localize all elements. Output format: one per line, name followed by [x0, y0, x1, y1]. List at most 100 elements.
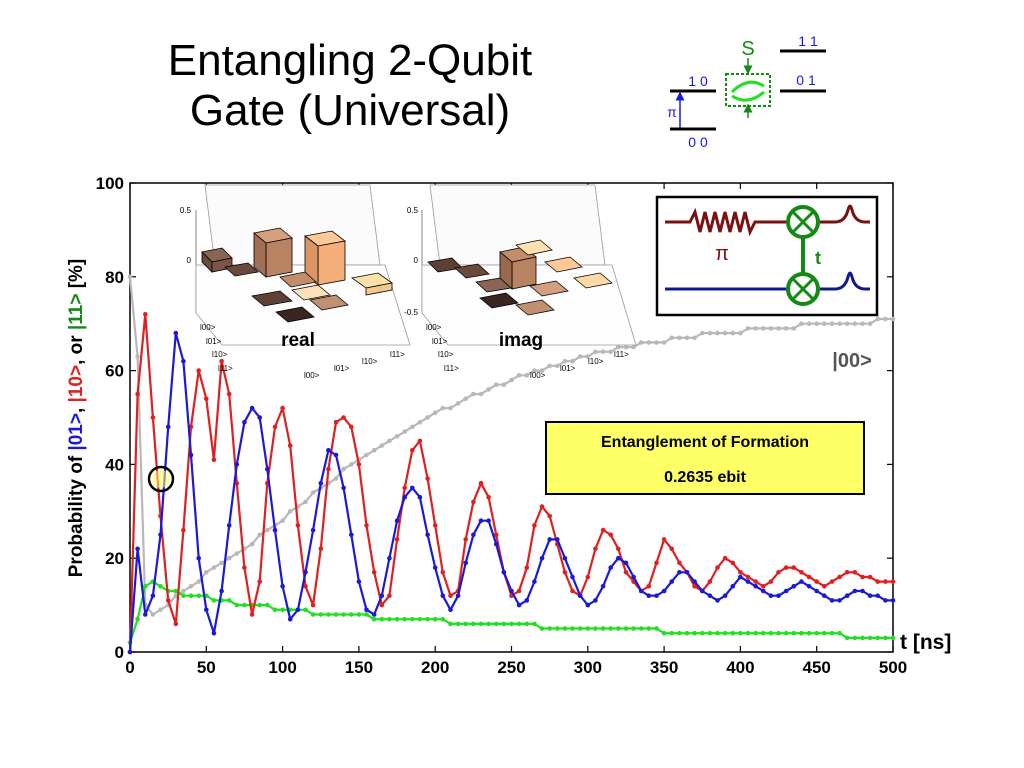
level-01-label: 0 1: [796, 72, 816, 88]
data-point-p01: [677, 570, 682, 575]
data-point-p00: [265, 527, 270, 533]
data-point-p11: [196, 593, 201, 598]
bar: [253, 232, 267, 278]
data-point-p11: [181, 593, 186, 598]
data-point-p10: [135, 391, 140, 397]
data-point-p01: [852, 588, 858, 594]
data-point-p10: [814, 579, 819, 584]
y-axis-label-part: |11>: [66, 294, 87, 331]
data-point-p11: [715, 630, 720, 636]
x-tick-label: 200: [421, 658, 449, 677]
data-point-p11: [822, 630, 827, 636]
data-point-p01: [272, 527, 278, 533]
data-point-p11: [638, 626, 644, 631]
data-point-p10: [867, 574, 873, 580]
data-point-p00: [371, 448, 377, 453]
data-point-p01: [402, 494, 408, 500]
y-tick-label: 80: [105, 268, 124, 287]
data-point-p10: [532, 523, 537, 528]
data-point-p00: [623, 344, 629, 350]
bar: [515, 299, 555, 316]
data-point-p01: [165, 424, 171, 430]
data-point-p00: [684, 335, 690, 341]
data-point-p11: [265, 602, 270, 608]
data-point-p10: [310, 602, 316, 608]
inset-real-col-label: l01>: [334, 364, 350, 373]
data-point-p01: [173, 330, 179, 336]
data-point-p10: [646, 584, 652, 589]
data-point-p10: [547, 513, 552, 519]
inset-imag-ztick-1: 0.5: [407, 206, 419, 215]
x-tick-label: 250: [497, 658, 525, 677]
data-point-p01: [761, 588, 766, 594]
data-point-p11: [326, 612, 331, 617]
data-point-p10: [783, 565, 789, 570]
data-point-p00: [333, 476, 339, 481]
data-point-p01: [707, 593, 713, 598]
inset-real-floor: [195, 264, 411, 346]
data-point-p11: [257, 602, 263, 608]
data-point-p00: [814, 321, 819, 327]
data-point-p11: [585, 626, 591, 631]
data-point-p11: [524, 621, 530, 627]
data-point-p01: [532, 579, 537, 584]
data-point-p11: [852, 635, 858, 641]
highlight-fill: [152, 470, 170, 488]
data-point-p01: [570, 574, 575, 580]
data-point-p01: [371, 612, 377, 617]
data-point-p10: [570, 588, 575, 594]
data-point-p11: [837, 630, 842, 636]
data-point-p00: [616, 344, 621, 350]
data-point-p00: [493, 382, 499, 388]
data-point-p01: [417, 494, 423, 500]
x-tick-label: 300: [574, 658, 602, 677]
series-label-00: |00>: [832, 350, 872, 372]
data-point-p00: [280, 518, 285, 523]
data-point-p11: [799, 630, 804, 636]
data-point-p11: [448, 621, 453, 627]
bar: [573, 272, 613, 289]
swap-arrow-bottom: [731, 90, 765, 102]
data-point-p01: [425, 532, 430, 538]
data-point-p10: [242, 565, 247, 570]
data-point-p00: [410, 424, 415, 430]
data-point-p11: [761, 630, 766, 636]
data-point-p11: [577, 626, 583, 631]
data-point-p00: [638, 340, 644, 345]
data-point-p01: [181, 358, 186, 364]
y-tick-label: 40: [105, 455, 124, 474]
y-axis-label-part: , or: [66, 330, 87, 365]
inset-real-bars: [201, 227, 393, 323]
data-point-p11: [310, 612, 316, 617]
inset-real-ztick-2: 0: [187, 256, 192, 265]
data-point-p01: [844, 593, 850, 598]
data-point-p00: [196, 579, 201, 584]
x-tick-label: 500: [879, 658, 907, 677]
data-point-p11: [814, 630, 819, 636]
data-point-p11: [379, 616, 385, 622]
data-point-p11: [654, 626, 659, 631]
data-point-p10: [463, 537, 469, 542]
data-point-p11: [387, 616, 392, 622]
data-point-p10: [616, 546, 621, 552]
data-point-p01: [257, 415, 263, 420]
data-point-p00: [158, 607, 163, 613]
inset-imag-row-label: l01>: [432, 337, 448, 346]
inset-imag-col-label: l00>: [530, 371, 546, 380]
data-point-p01: [883, 598, 888, 603]
data-point-p10: [837, 574, 842, 580]
data-point-p01: [387, 555, 392, 561]
data-point-p11: [623, 626, 629, 631]
data-point-p01: [608, 565, 613, 570]
data-point-p11: [593, 626, 598, 631]
inset-imag-bars: [427, 239, 613, 316]
data-point-p00: [585, 354, 591, 359]
data-point-p00: [364, 452, 369, 458]
data-point-p01: [463, 560, 469, 566]
data-point-p11: [745, 630, 751, 636]
data-point-p10: [562, 570, 568, 575]
data-point-p01: [715, 598, 720, 603]
data-point-p00: [379, 443, 385, 448]
data-point-p11: [562, 626, 568, 631]
data-point-p01: [150, 593, 156, 598]
